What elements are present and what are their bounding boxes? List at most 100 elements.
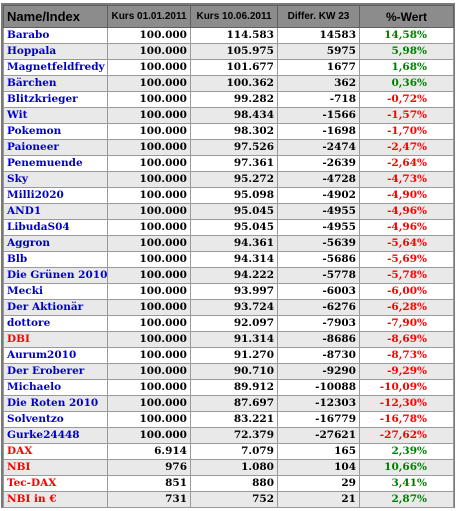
cell-percent: -1,57% xyxy=(359,107,454,124)
table-row: Solventzo 100.000 83.221 -16779 -16,78% xyxy=(3,411,454,428)
table-row: Blb 100.000 94.314 -5686 -5,69% xyxy=(3,251,454,268)
cell-kurs-start: 100.000 xyxy=(107,299,191,316)
cell-percent: -27,62% xyxy=(359,427,454,444)
table-row: Magnetfeldfredy 100.000 101.677 1677 1,68% xyxy=(3,59,454,76)
cell-kurs-start: 100.000 xyxy=(107,427,191,444)
cell-kurs-current: 91.314 xyxy=(190,331,278,348)
table-row: NBI 976 1.080 104 10,66% xyxy=(3,459,454,476)
cell-kurs-start: 100.000 xyxy=(107,75,191,92)
table-row: Barabo 100.000 114.583 14583 14,58% xyxy=(3,27,454,44)
cell-percent: 2,87% xyxy=(359,491,454,508)
ranking-table-frame: Name/Index Kurs 01.01.2011 Kurs 10.06.20… xyxy=(1,3,455,508)
table-row: NBI in €731 752 21 2,87% xyxy=(3,491,454,508)
table-row: Mecki 100.000 93.997 -6003 -6,00% xyxy=(3,283,454,300)
cell-difference: -2639 xyxy=(277,155,360,172)
cell-kurs-current: 94.314 xyxy=(190,251,278,268)
cell-percent: -12,30% xyxy=(359,395,454,412)
table-header-row: Name/Index Kurs 01.01.2011 Kurs 10.06.20… xyxy=(3,5,454,28)
cell-difference: -6003 xyxy=(277,283,360,300)
cell-kurs-start: 100.000 xyxy=(107,283,191,300)
cell-name: Gurke24448 xyxy=(3,427,108,444)
cell-kurs-start: 100.000 xyxy=(107,219,191,236)
cell-kurs-current: 105.975 xyxy=(190,43,278,60)
cell-percent: 3,41% xyxy=(359,475,454,492)
table-row: Pokemon 100.000 98.302 -1698 -1,70% xyxy=(3,123,454,140)
cell-difference: -9290 xyxy=(277,363,360,380)
cell-difference: 5975 xyxy=(277,43,360,60)
cell-difference: 104 xyxy=(277,459,360,476)
cell-kurs-current: 87.697 xyxy=(190,395,278,412)
cell-name: Die Grünen 2010 xyxy=(3,267,108,284)
cell-difference: -2474 xyxy=(277,139,360,156)
table-row: Michaelo 100.000 89.912 -10088 -10,09% xyxy=(3,379,454,396)
cell-percent: -5,69% xyxy=(359,251,454,268)
cell-name: Tec-DAX xyxy=(3,475,108,492)
cell-difference: -12303 xyxy=(277,395,360,412)
cell-kurs-current: 92.097 xyxy=(190,315,278,332)
cell-difference: -27621 xyxy=(277,427,360,444)
cell-name: Aurum2010 xyxy=(3,347,108,364)
cell-difference: -4902 xyxy=(277,187,360,204)
cell-percent: 0,36% xyxy=(359,75,454,92)
cell-kurs-current: 95.045 xyxy=(190,219,278,236)
cell-percent: -8,69% xyxy=(359,331,454,348)
cell-name: NBI xyxy=(3,459,108,476)
table-row: Hoppala 100.000 105.975 5975 5,98% xyxy=(3,43,454,60)
table-row: Sky 100.000 95.272 -4728 -4,73% xyxy=(3,171,454,188)
cell-percent: -4,73% xyxy=(359,171,454,188)
header-kurs-start: Kurs 01.01.2011 xyxy=(107,5,191,28)
ranking-table: Name/Index Kurs 01.01.2011 Kurs 10.06.20… xyxy=(3,5,454,508)
cell-percent: -6,00% xyxy=(359,283,454,300)
cell-name: NBI in € xyxy=(3,491,108,508)
cell-kurs-start: 976 xyxy=(107,459,191,476)
cell-kurs-start: 100.000 xyxy=(107,331,191,348)
cell-kurs-current: 101.677 xyxy=(190,59,278,76)
cell-name: Pokemon xyxy=(3,123,108,140)
cell-kurs-start: 100.000 xyxy=(107,43,191,60)
cell-kurs-start: 100.000 xyxy=(107,395,191,412)
cell-kurs-start: 100.000 xyxy=(107,363,191,380)
cell-kurs-current: 114.583 xyxy=(190,27,278,44)
cell-kurs-start: 6.914 xyxy=(107,443,191,460)
table-row: Die Roten 2010 100.000 87.697 -12303 -12,30% xyxy=(3,395,454,412)
cell-kurs-current: 89.912 xyxy=(190,379,278,396)
cell-kurs-current: 83.221 xyxy=(190,411,278,428)
cell-kurs-start: 100.000 xyxy=(107,347,191,364)
table-row: Tec-DAX 851 880 29 3,41% xyxy=(3,475,454,492)
cell-difference: 29 xyxy=(277,475,360,492)
cell-difference: 14583 xyxy=(277,27,360,44)
header-name: Name/Index xyxy=(3,5,108,28)
cell-kurs-current: 95.045 xyxy=(190,203,278,220)
cell-percent: -4,90% xyxy=(359,187,454,204)
cell-kurs-start: 100.000 xyxy=(107,91,191,108)
cell-name: Sky xyxy=(3,171,108,188)
cell-kurs-current: 97.526 xyxy=(190,139,278,156)
cell-kurs-start: 731 xyxy=(107,491,191,508)
table-row: Penemuende 100.000 97.361 -2639 -2,64% xyxy=(3,155,454,172)
cell-difference: -1566 xyxy=(277,107,360,124)
cell-kurs-start: 100.000 xyxy=(107,27,191,44)
cell-name: AND1 xyxy=(3,203,108,220)
cell-percent: -16,78% xyxy=(359,411,454,428)
cell-kurs-current: 100.362 xyxy=(190,75,278,92)
cell-percent: -10,09% xyxy=(359,379,454,396)
cell-difference: -10088 xyxy=(277,379,360,396)
header-difference: Differ. KW 23 xyxy=(277,5,360,28)
cell-kurs-current: 91.270 xyxy=(190,347,278,364)
cell-percent: 10,66% xyxy=(359,459,454,476)
cell-difference: 1677 xyxy=(277,59,360,76)
cell-kurs-current: 90.710 xyxy=(190,363,278,380)
cell-percent: -8,73% xyxy=(359,347,454,364)
cell-difference: -7903 xyxy=(277,315,360,332)
cell-kurs-current: 94.222 xyxy=(190,267,278,284)
cell-percent: -4,96% xyxy=(359,203,454,220)
cell-name: Michaelo xyxy=(3,379,108,396)
table-row: Der Eroberer 100.000 90.710 -9290 -9,29% xyxy=(3,363,454,380)
cell-percent: -2,47% xyxy=(359,139,454,156)
cell-kurs-start: 100.000 xyxy=(107,107,191,124)
cell-kurs-current: 93.997 xyxy=(190,283,278,300)
cell-name: DAX xyxy=(3,443,108,460)
cell-kurs-current: 7.079 xyxy=(190,443,278,460)
cell-name: Mecki xyxy=(3,283,108,300)
cell-difference: -8730 xyxy=(277,347,360,364)
